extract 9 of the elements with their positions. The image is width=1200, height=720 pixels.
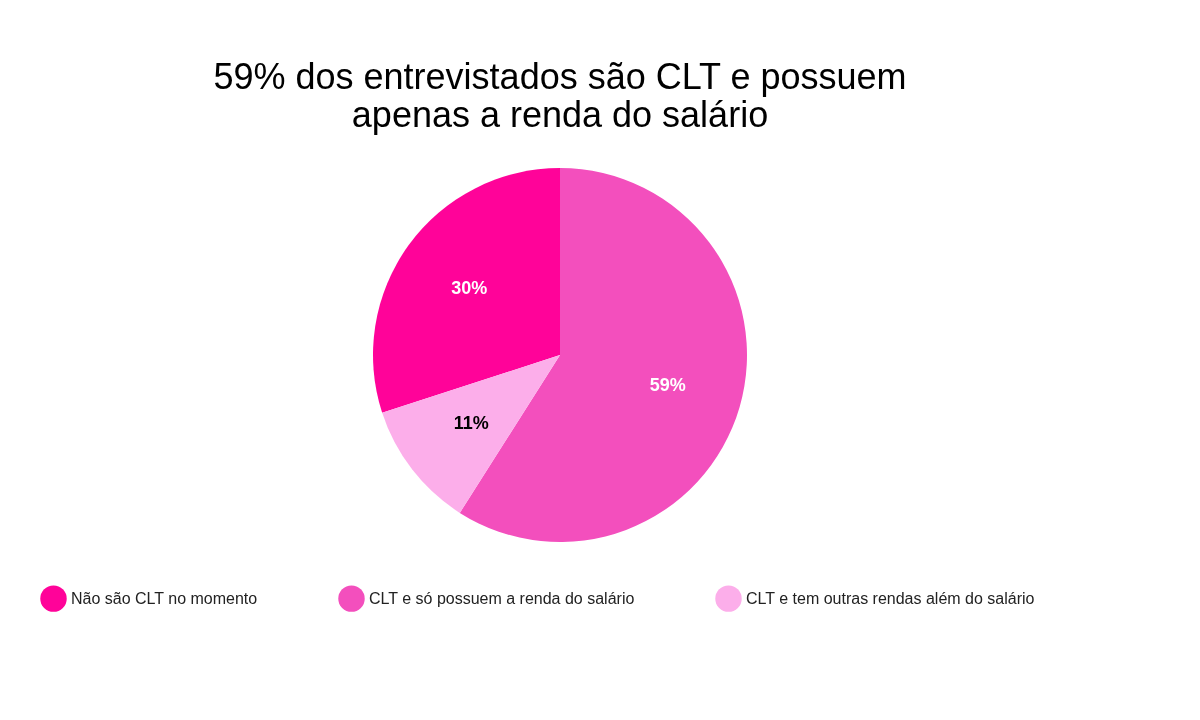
legend-label: CLT e tem outras rendas além do salário <box>746 589 1035 607</box>
legend-label: Não são CLT no momento <box>71 589 258 607</box>
pie-slice <box>382 355 560 513</box>
legend-label: CLT e só possuem a renda do salário <box>369 589 635 607</box>
pie-slice <box>373 168 560 413</box>
chart-title: 59% dos entrevistados são CLT e possuem apenas a renda do salário <box>213 56 907 135</box>
data-label: 59% <box>649 375 686 396</box>
data-label: 11% <box>453 412 489 433</box>
data-label: 30% <box>451 278 488 299</box>
